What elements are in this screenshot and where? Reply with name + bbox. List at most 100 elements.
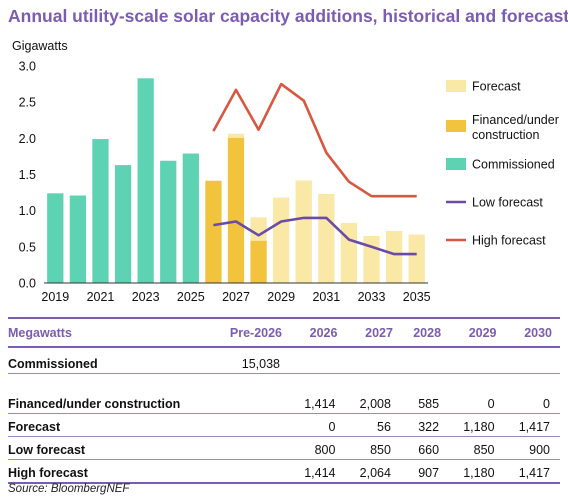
legend-swatch — [446, 120, 466, 132]
source-note: Source: BloombergNEF — [8, 483, 130, 495]
table-cell: 1,180 — [449, 413, 505, 437]
data-table: Megawatts Pre-2026 2026 2027 2028 2029 2… — [8, 317, 560, 484]
bar — [250, 240, 267, 283]
chart: Gigawatts 0.0 0.5 1.0 1.5 2.0 2.5 3.0 2019 2021 20… — [12, 39, 559, 304]
x-tick-label: 2023 — [132, 290, 160, 304]
x-tick-label: 2031 — [312, 290, 340, 304]
table-cell: 0 — [504, 373, 560, 414]
bar — [318, 194, 335, 283]
bar — [408, 234, 425, 283]
table-cell — [206, 373, 290, 414]
bar — [295, 180, 312, 283]
low-forecast-line — [213, 216, 417, 256]
table-row: Commissioned 15,038 — [8, 347, 560, 374]
table-cell: 1,417 — [504, 413, 560, 437]
table-row: Forecast 0 56 322 1,180 1,417 — [8, 413, 560, 437]
table-cell: 15,038 — [206, 347, 290, 374]
x-tick-label: 2029 — [267, 290, 295, 304]
bar — [69, 195, 87, 283]
table-cell: 2,064 — [345, 459, 401, 484]
y-tick-label: 1.0 — [19, 204, 36, 218]
legend-label: Forecast — [472, 80, 521, 94]
table-cell — [345, 347, 401, 374]
legend-label: construction — [472, 128, 539, 142]
table-header-cell: 2028 — [400, 317, 450, 348]
bar — [160, 160, 177, 283]
table-cell — [206, 413, 290, 437]
table-cell: 1,417 — [504, 459, 560, 484]
bar — [250, 217, 267, 241]
bar — [182, 153, 199, 283]
table-cell: 1,414 — [290, 459, 346, 484]
row-label: Financed/under construction — [8, 373, 206, 414]
table-header-cell: 2029 — [449, 317, 505, 348]
y-axis-label: Gigawatts — [12, 39, 68, 53]
legend-swatch — [446, 158, 466, 170]
table-header-cell: 2027 — [345, 317, 401, 348]
table-cell: 1,180 — [449, 459, 505, 484]
table-cell — [400, 347, 450, 374]
legend-swatch — [446, 80, 466, 92]
x-tick-label: 2025 — [177, 290, 205, 304]
bar — [227, 137, 245, 283]
table-header-cell: 2030 — [504, 317, 560, 348]
table-cell: 850 — [345, 436, 401, 460]
table-header-row: Megawatts Pre-2026 2026 2027 2028 2029 2… — [8, 317, 560, 348]
y-tick-label: 2.5 — [19, 96, 36, 110]
table-cell: 900 — [504, 436, 560, 460]
y-tick-label: 2.0 — [19, 132, 36, 146]
table-cell: 1,414 — [290, 373, 346, 414]
table-header-cell: Pre-2026 — [206, 317, 290, 348]
high-forecast-line — [212, 82, 417, 198]
row-label: Commissioned — [8, 347, 206, 374]
table-cell: 907 — [400, 459, 450, 484]
bar — [47, 193, 64, 283]
table-cell — [449, 347, 505, 374]
bar — [205, 180, 222, 283]
y-tick-label: 0.5 — [19, 240, 36, 254]
bar — [273, 197, 290, 283]
table-cell — [206, 436, 290, 460]
table-cell: 850 — [449, 436, 505, 460]
bar — [92, 139, 109, 283]
legend-label: Low forecast — [472, 196, 543, 210]
table-cell: 800 — [290, 436, 346, 460]
row-label: Low forecast — [8, 436, 206, 460]
x-tick-label: 2035 — [403, 290, 431, 304]
y-tick-label: 1.5 — [19, 168, 36, 182]
table-cell: 660 — [400, 436, 450, 460]
row-label: High forecast — [8, 459, 206, 484]
y-tick-label: 3.0 — [19, 60, 36, 74]
y-tick-label: 0.0 — [19, 277, 36, 291]
x-tick-label: 2033 — [358, 290, 386, 304]
legend-label: High forecast — [472, 234, 546, 248]
x-tick-label: 2027 — [222, 290, 250, 304]
chart-title: Annual utility-scale solar capacity addi… — [8, 6, 568, 26]
table-cell — [206, 459, 290, 484]
x-tick-label: 2021 — [87, 290, 115, 304]
table-cell: 56 — [345, 413, 401, 437]
table-cell: 322 — [400, 413, 450, 437]
bar — [114, 165, 132, 283]
table-header-cell: Megawatts — [8, 317, 206, 348]
table-cell: 0 — [290, 413, 346, 437]
legend-label: Financed/under — [472, 113, 559, 127]
legend-label: Commissioned — [472, 158, 555, 172]
bar — [363, 235, 380, 283]
bar — [340, 222, 358, 283]
bar — [385, 230, 403, 283]
bar — [137, 78, 154, 284]
table-cell — [290, 347, 346, 374]
table-cell: 585 — [400, 373, 450, 414]
table-row: High forecast 1,414 2,064 907 1,180 1,41… — [8, 459, 560, 484]
bar — [227, 133, 245, 138]
row-label: Forecast — [8, 413, 206, 437]
x-tick-label: 2019 — [41, 290, 69, 304]
table-row: Financed/under construction 1,414 2,008 … — [8, 373, 560, 414]
table-header-cell: 2026 — [290, 317, 346, 348]
table-cell: 2,008 — [345, 373, 401, 414]
table-cell — [504, 347, 560, 374]
table-row: Low forecast 800 850 660 850 900 — [8, 436, 560, 460]
table-cell: 0 — [449, 373, 505, 414]
